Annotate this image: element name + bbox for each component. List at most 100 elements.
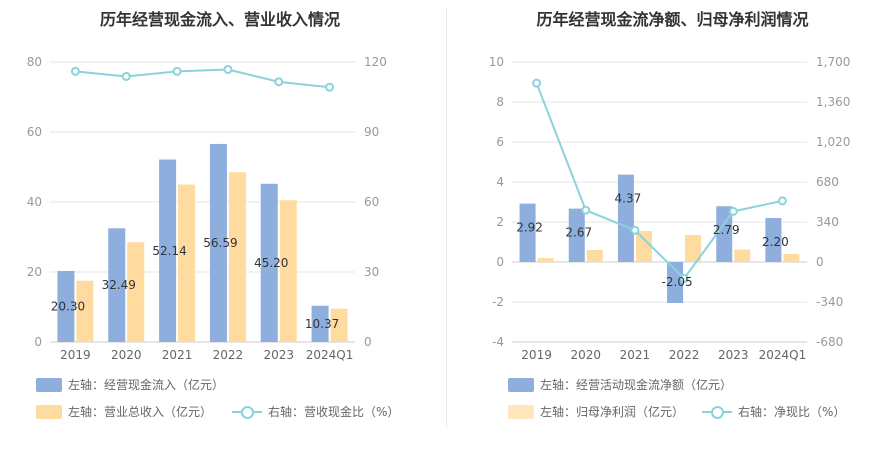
line-point: [630, 225, 640, 235]
bar-primary: [617, 174, 634, 262]
bar-primary: [765, 218, 782, 262]
data-label: 52.14: [152, 244, 186, 258]
line-point: [223, 64, 233, 74]
y-tick-left: 6: [496, 135, 504, 149]
y-tick-right: 680: [816, 175, 839, 189]
y-tick-right: 0: [364, 335, 372, 349]
chart-panel-cashflow-revenue: 历年经营现金流入、营业收入情况 0 20 40 60 80 0 30 60 90 120 2019 2…: [0, 0, 440, 430]
y-tick-right: 60: [364, 195, 379, 209]
bar-secondary: [127, 242, 145, 342]
bar-secondary: [635, 231, 652, 262]
y-tick-right: 340: [816, 215, 839, 229]
line-point: [274, 77, 284, 87]
legend-item[interactable]: 右轴：净现比（%）: [702, 403, 845, 420]
y-tick-left: 0: [34, 335, 42, 349]
y-tick-left: -2: [492, 295, 504, 309]
x-tick-label: 2023: [263, 348, 294, 362]
legend-swatch: [36, 404, 62, 419]
bar-secondary: [783, 254, 800, 262]
line-point: [532, 78, 542, 88]
bar-secondary: [76, 280, 94, 342]
legend-label: 左轴：经营现金流入（亿元）: [68, 378, 225, 392]
line-series: [75, 68, 330, 89]
legend-line-icon: [232, 405, 262, 419]
line-point: [679, 273, 689, 283]
chart-title: 历年经营现金流入、营业收入情况: [99, 10, 340, 29]
line-point: [70, 66, 80, 76]
chart-svg: 0 20 40 60 80 0 30 60 90 120 2019 2020 2021 2022 2023 2…: [27, 55, 387, 362]
legend-item[interactable]: 左轴：归母净利润（亿元）: [508, 403, 684, 420]
x-tick-label: 2020: [570, 348, 601, 362]
chart-svg: -4 -2 0 2 4 6 8 10 -680 -340 0 340 680 1,020 1,360 1,70…: [489, 55, 851, 362]
y-tick-right: 1,700: [816, 55, 850, 69]
bar-primary: [209, 143, 227, 342]
line-point: [325, 82, 335, 92]
legend-swatch: [36, 377, 62, 392]
x-tick-label: 2022: [669, 348, 700, 362]
y-tick-left: -4: [492, 335, 504, 349]
line-point: [581, 205, 591, 215]
bar-secondary: [734, 249, 751, 262]
line-point: [121, 71, 131, 81]
data-label: 2.79: [713, 223, 740, 237]
data-label: 2.92: [516, 221, 543, 235]
x-tick-label: 2022: [213, 348, 244, 362]
bar-secondary: [279, 200, 297, 342]
line-series: [535, 82, 783, 280]
x-tick-label: 2023: [718, 348, 749, 362]
data-label: 2.20: [762, 235, 789, 249]
data-label: -2.05: [662, 275, 693, 289]
chart-panel-netcash-profit: 历年经营现金流净额、归母净利润情况 -4 -2 0 2 4 6 8 10 -680 -340 0 34…: [452, 0, 893, 430]
y-tick-left: 2: [496, 215, 504, 229]
bar-secondary: [228, 172, 246, 342]
x-tick-label: 2019: [521, 348, 552, 362]
bar-primary: [519, 203, 536, 262]
bar-secondary: [537, 258, 554, 262]
bar-secondary: [586, 250, 603, 262]
bar-primary: [108, 228, 126, 342]
data-label: 32.49: [102, 278, 136, 292]
legend-item[interactable]: 左轴：营业总收入（亿元）: [36, 403, 212, 420]
data-label: 56.59: [203, 236, 237, 250]
y-tick-left: 40: [27, 195, 42, 209]
x-tick-label: 2021: [620, 348, 651, 362]
bar-secondary: [330, 308, 348, 342]
y-tick-left: 10: [489, 55, 504, 69]
bar-primary: [568, 208, 585, 262]
bar-secondary: [178, 184, 196, 342]
bar-primary: [159, 159, 177, 342]
y-tick-left: 8: [496, 95, 504, 109]
x-tick-label: 2024Q1: [759, 348, 807, 362]
bar-primary: [260, 183, 278, 342]
x-tick-label: 2021: [162, 348, 193, 362]
y-tick-left: 4: [496, 175, 504, 189]
x-tick-label: 2019: [60, 348, 91, 362]
y-tick-left: 60: [27, 125, 42, 139]
legend-swatch: [508, 377, 534, 392]
y-tick-right: -680: [816, 335, 843, 349]
data-label: 4.37: [615, 192, 642, 206]
legend-item[interactable]: 右轴：营收现金比（%）: [232, 403, 399, 420]
y-tick-left: 80: [27, 55, 42, 69]
legend-label: 左轴：经营活动现金流净额（亿元）: [540, 378, 733, 392]
y-tick-right: -340: [816, 295, 843, 309]
legend-label: 左轴：归母净利润（亿元）: [540, 405, 685, 419]
data-label: 2.67: [565, 226, 592, 240]
line-point: [728, 206, 738, 216]
legend-swatch: [508, 404, 534, 419]
legend-item[interactable]: 左轴：经营现金流入（亿元）: [36, 376, 224, 393]
y-tick-right: 0: [816, 255, 824, 269]
y-tick-right: 1,360: [816, 95, 850, 109]
legend-item[interactable]: 左轴：经营活动现金流净额（亿元）: [508, 376, 732, 393]
bar-secondary: [685, 235, 702, 262]
x-tick-label: 2020: [111, 348, 142, 362]
data-label: 10.37: [305, 317, 339, 331]
bar-primary: [57, 270, 75, 342]
line-point: [172, 66, 182, 76]
y-tick-right: 1,020: [816, 135, 850, 149]
y-tick-right: 30: [364, 265, 379, 279]
legend-line-icon: [702, 405, 732, 419]
y-tick-left: 20: [27, 265, 42, 279]
panel-divider: [446, 8, 447, 428]
